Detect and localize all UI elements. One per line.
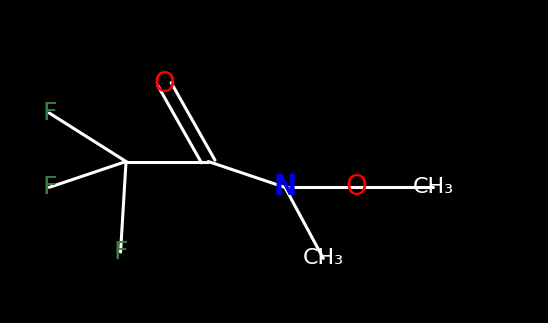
Text: F: F (113, 240, 128, 264)
Text: O: O (345, 173, 367, 201)
Text: CH₃: CH₃ (302, 248, 344, 268)
Text: O: O (153, 70, 175, 98)
Text: N: N (273, 173, 296, 201)
Text: F: F (42, 175, 56, 199)
Text: F: F (42, 101, 56, 125)
Text: CH₃: CH₃ (412, 177, 454, 197)
